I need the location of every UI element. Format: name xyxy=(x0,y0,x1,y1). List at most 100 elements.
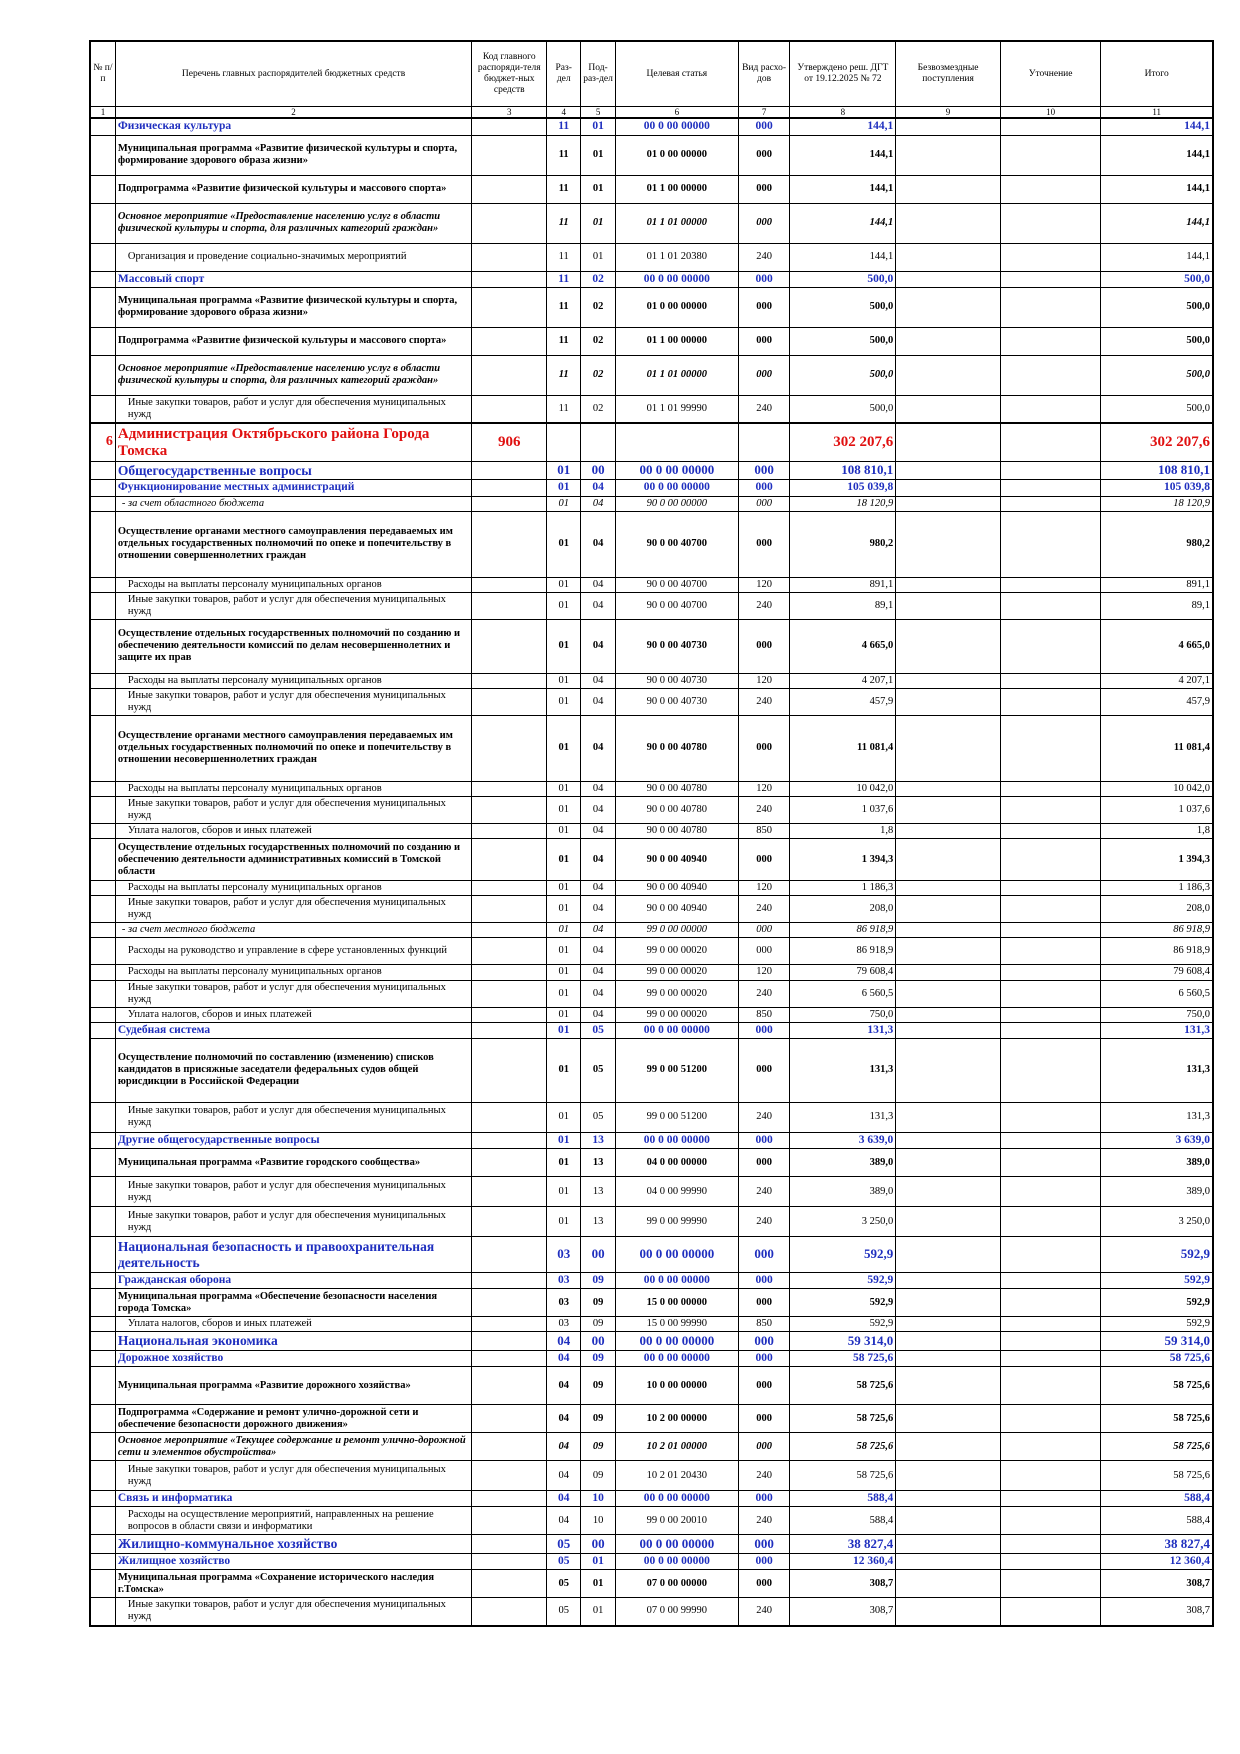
table-row: Подпрограмма «Развитие физической культу… xyxy=(89,174,1214,204)
row-clarification xyxy=(999,202,1102,244)
row-grants xyxy=(895,422,1001,462)
row-target-item xyxy=(615,422,739,462)
header-num: № п/п xyxy=(89,40,116,107)
row-grants xyxy=(895,1148,1001,1178)
row-approved: 58 725,6 xyxy=(789,1366,897,1406)
row-total: 79 608,4 xyxy=(1100,964,1214,981)
row-total: 86 918,9 xyxy=(1100,937,1214,966)
row-number xyxy=(89,1597,116,1627)
row-name: Функционирование местных администраций xyxy=(114,479,473,497)
row-clarification xyxy=(999,1206,1102,1238)
row-section: 01 xyxy=(546,964,582,981)
row-section: 11 xyxy=(546,202,582,244)
table-row: Основное мероприятие «Текущее содержание… xyxy=(89,1432,1214,1462)
row-grants xyxy=(895,1552,1001,1571)
row-org-code xyxy=(471,964,548,981)
row-number xyxy=(89,1206,116,1238)
table-row: Организация и проведение социально-значи… xyxy=(89,242,1214,272)
row-section: 01 xyxy=(546,1006,582,1023)
row-target-item: 07 0 00 99990 xyxy=(615,1597,739,1627)
row-target-item: 15 0 00 99990 xyxy=(615,1316,739,1333)
row-clarification xyxy=(999,1131,1102,1150)
row-number xyxy=(89,591,116,620)
row-subsection: 04 xyxy=(580,714,617,782)
table-row: Осуществление отдельных государственных … xyxy=(89,618,1214,674)
row-clarification xyxy=(999,1349,1102,1368)
row-name: Иные закупки товаров, работ и услуг для … xyxy=(114,1206,473,1238)
table-row: Иные закупки товаров, работ и услуг для … xyxy=(89,796,1214,825)
row-total: 144,1 xyxy=(1100,134,1214,176)
row-total: 1 394,3 xyxy=(1100,838,1214,882)
row-total: 4 207,1 xyxy=(1100,672,1214,689)
row-name: Администрация Октябрьского района Города… xyxy=(114,422,473,462)
row-grants xyxy=(895,460,1001,481)
table-row: Судебная система 01 05 00 0 00 00000 000 131,… xyxy=(89,1021,1214,1039)
row-subsection: 04 xyxy=(580,576,617,593)
row-subsection: 04 xyxy=(580,1006,617,1023)
row-org-code xyxy=(471,796,548,825)
row-number xyxy=(89,460,116,481)
row-name: Другие общегосударственные вопросы xyxy=(114,1131,473,1150)
row-clarification xyxy=(999,1460,1102,1492)
row-clarification xyxy=(999,1597,1102,1627)
row-target-item: 01 1 01 00000 xyxy=(615,354,739,396)
row-number xyxy=(89,922,116,939)
row-section: 01 xyxy=(546,1037,582,1103)
row-total: 58 725,6 xyxy=(1100,1349,1214,1368)
row-grants xyxy=(895,895,1001,924)
row-approved: 389,0 xyxy=(789,1176,897,1208)
row-org-code xyxy=(471,202,548,244)
row-expense-type: 000 xyxy=(737,1331,791,1351)
row-number xyxy=(89,672,116,689)
row-section: 01 xyxy=(546,591,582,620)
row-approved: 592,9 xyxy=(789,1316,897,1333)
row-number xyxy=(89,1534,116,1554)
row-clarification xyxy=(999,1236,1102,1274)
table-body: Физическая культура 11 01 00 0 00 00000 000 1… xyxy=(89,117,1214,1627)
row-org-code xyxy=(471,979,548,1008)
row-approved: 6 560,5 xyxy=(789,979,897,1008)
row-expense-type: 000 xyxy=(737,270,791,288)
row-total: 105 039,8 xyxy=(1100,479,1214,497)
row-clarification xyxy=(999,823,1102,840)
row-grants xyxy=(895,714,1001,782)
row-approved: 4 665,0 xyxy=(789,618,897,674)
row-section: 11 xyxy=(546,242,582,272)
row-approved: 86 918,9 xyxy=(789,937,897,966)
header-code: Код главного распоряди-теля бюджет-ных с… xyxy=(471,40,548,107)
table-row: Основное мероприятие «Предоставление нас… xyxy=(89,354,1214,396)
row-target-item: 99 0 00 00020 xyxy=(615,1006,739,1023)
row-total: 3 250,0 xyxy=(1100,1206,1214,1238)
row-section: 03 xyxy=(546,1272,582,1290)
row-org-code xyxy=(471,1021,548,1039)
row-subsection: 04 xyxy=(580,823,617,840)
column-number: 4 xyxy=(546,106,582,120)
row-number xyxy=(89,1148,116,1178)
row-name: Иные закупки товаров, работ и услуг для … xyxy=(114,1460,473,1492)
row-total: 1,8 xyxy=(1100,823,1214,840)
row-target-item: 99 0 00 51200 xyxy=(615,1101,739,1133)
row-clarification xyxy=(999,460,1102,481)
table-row: Расходы на руководство и управление в сф… xyxy=(89,937,1214,966)
table-row: Уплата налогов, сборов и иных платежей 03… xyxy=(89,1316,1214,1333)
row-approved: 18 120,9 xyxy=(789,495,897,512)
row-grants xyxy=(895,576,1001,593)
row-expense-type: 120 xyxy=(737,964,791,981)
row-number xyxy=(89,479,116,497)
table-row: Осуществление органами местного самоупра… xyxy=(89,510,1214,578)
row-name: Муниципальная программа «Развитие физиче… xyxy=(114,286,473,328)
row-grants xyxy=(895,1569,1001,1599)
row-org-code xyxy=(471,1569,548,1599)
row-section: 11 xyxy=(546,270,582,288)
table-row: Расходы на выплаты персоналу муниципальн… xyxy=(89,964,1214,981)
row-subsection: 02 xyxy=(580,270,617,288)
row-grants xyxy=(895,495,1001,512)
row-subsection: 13 xyxy=(580,1206,617,1238)
row-total: 1 186,3 xyxy=(1100,880,1214,897)
row-expense-type: 240 xyxy=(737,1506,791,1536)
row-clarification xyxy=(999,479,1102,497)
row-target-item: 00 0 00 00000 xyxy=(615,1552,739,1571)
row-grants xyxy=(895,618,1001,674)
row-expense-type: 000 xyxy=(737,460,791,481)
row-name: Осуществление органами местного самоупра… xyxy=(114,510,473,578)
